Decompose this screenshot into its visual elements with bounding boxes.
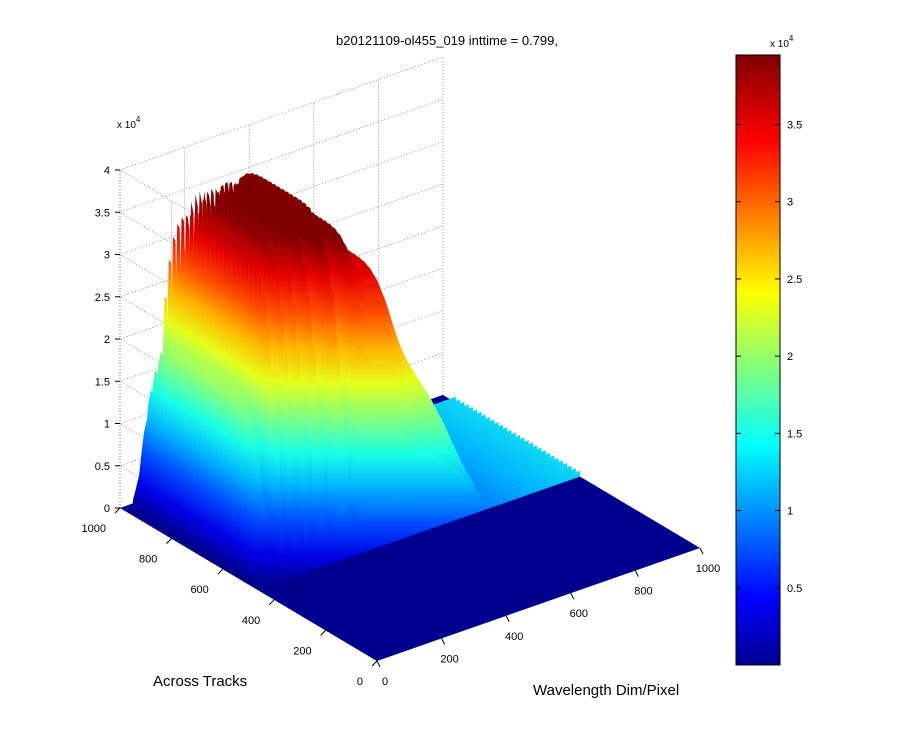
z-tick-label: 2 [104,334,110,346]
x-tick-label: 200 [440,653,458,665]
x-tick [441,638,446,645]
x-tick-label: 0 [382,676,388,688]
z-tick-label: 3 [104,250,110,262]
z-tick-label: 4 [104,165,110,177]
y-tick [320,630,326,636]
surface-plot [120,173,700,661]
y-tick-label: 600 [190,584,208,596]
x-tick-label: 1000 [696,563,720,575]
colorbar-tick-label: 1 [787,506,793,518]
x-tick-label: 800 [634,586,652,598]
chart-title: b20121109-ol455_019 inttime = 0.799, [336,33,558,48]
colorbar-tick-label: 1.5 [787,428,802,440]
x-tick [699,547,704,555]
colorbar-tick-label: 2.5 [787,274,802,286]
axis-ticks: 0 200 400 600 800 1000 0 200 400 600 800 1000 0 0.5 1 1… [82,165,721,688]
y-tick-label: 1000 [82,523,106,535]
y-tick-label: 200 [293,645,311,657]
y-tick [166,538,172,544]
y-tick-label: 400 [242,615,260,627]
z-tick-label: 1 [104,419,110,431]
colorbar-ticks: 0.5 1 1.5 2 2.5 3 3.5 [736,119,802,595]
x-tick [505,615,510,623]
x-tick [634,570,639,577]
y-axis-label: Across Tracks [153,673,247,690]
colorbar-exponent: x 104 [770,34,794,50]
z-tick-label: 3.5 [95,207,110,219]
x-tick [570,592,575,600]
y-tick [371,660,378,667]
colorbar-tick-label: 2 [787,351,793,363]
y-tick-label: 0 [357,676,363,688]
colorbar-tick-label: 3.5 [787,119,802,131]
z-tick-label: 2.5 [95,292,110,304]
y-tick [268,599,275,606]
z-tick-label: 0 [104,503,110,515]
x-axis-label: Wavelength Dim/Pixel [533,682,679,699]
z-tick-label: 0.5 [95,461,110,473]
z-tick-label: 1.5 [95,376,110,388]
x-tick-label: 400 [505,631,523,643]
colorbar [735,54,781,666]
y-tick [114,507,121,514]
x-tick [376,660,381,668]
y-tick-label: 800 [139,554,157,566]
colorbar-tick-label: 0.5 [787,583,802,595]
surface-strip [257,470,581,590]
x-tick-label: 600 [570,608,588,620]
colorbar-tick-label: 3 [787,197,793,209]
y-tick [217,568,224,575]
z-exponent: x 104 [117,115,141,131]
